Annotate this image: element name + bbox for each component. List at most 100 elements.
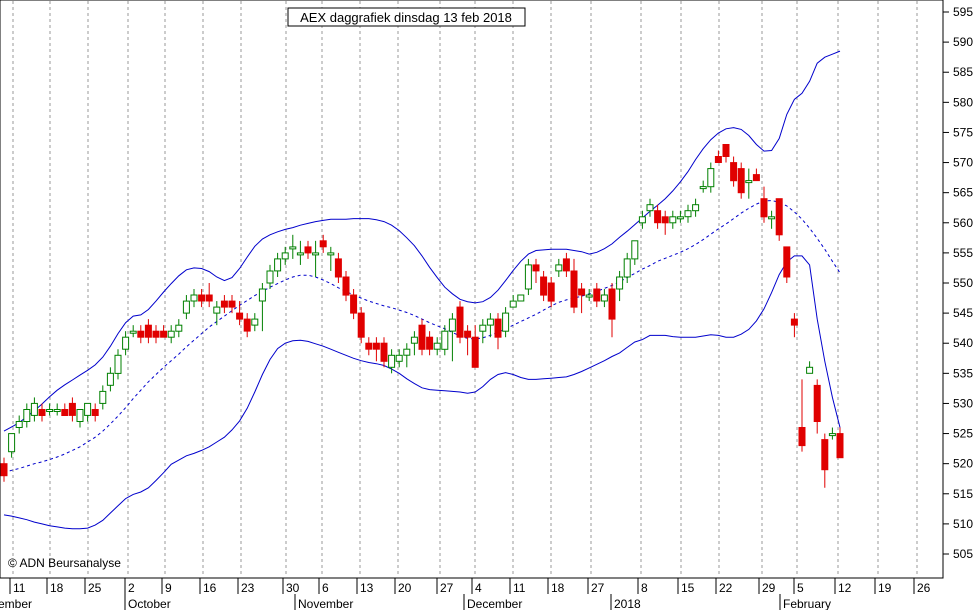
- candle: [790, 313, 798, 338]
- y-tick-label: 530: [953, 396, 973, 410]
- candle: [395, 349, 403, 368]
- candle: [175, 319, 183, 338]
- candle: [737, 162, 745, 199]
- y-tick-label: 535: [953, 366, 973, 380]
- candle: [616, 270, 624, 302]
- x-tick-label: 20: [398, 581, 412, 595]
- mid-band-line: [3, 199, 841, 474]
- candle: [730, 156, 738, 187]
- y-tick-label: 520: [953, 457, 973, 471]
- candle: [555, 258, 563, 277]
- x-tick-label: 6: [322, 581, 329, 595]
- candle: [646, 198, 654, 217]
- candle: [836, 427, 844, 459]
- y-tick-label: 545: [953, 306, 973, 320]
- y-tick-label: 590: [953, 35, 973, 49]
- candle: [289, 234, 297, 259]
- candle: [152, 325, 160, 344]
- x-tick-label: 29: [762, 581, 776, 595]
- candle: [464, 325, 472, 356]
- chart-title-box: AEX daggrafiek dinsdag 13 feb 2018: [287, 7, 526, 27]
- y-tick-label: 515: [953, 487, 973, 501]
- x-tick-label: 11: [513, 581, 526, 595]
- candle: [699, 180, 707, 193]
- x-tick-label: 9: [165, 581, 172, 595]
- x-tick-label: 27: [440, 581, 454, 595]
- candle: [532, 258, 540, 283]
- candle: [114, 349, 122, 380]
- candle: [106, 367, 114, 392]
- candle: [524, 258, 532, 296]
- candle: [426, 331, 434, 356]
- candle: [608, 283, 616, 338]
- x-tick-label: 2: [128, 581, 135, 595]
- candle: [638, 210, 646, 229]
- x-tick-label: 18: [551, 581, 565, 595]
- candle: [456, 301, 464, 344]
- x-tick-label: 25: [88, 581, 102, 595]
- candle: [806, 361, 814, 374]
- y-tick-label: 525: [953, 427, 973, 441]
- candle: [714, 150, 722, 163]
- candle: [631, 240, 639, 265]
- candle: [707, 162, 715, 193]
- candle: [692, 198, 700, 217]
- candle: [129, 325, 137, 338]
- candle: [433, 337, 441, 356]
- candle: [190, 289, 198, 308]
- candle: [486, 313, 494, 338]
- candle: [53, 403, 61, 416]
- x-tick-label: 16: [203, 581, 217, 595]
- candle: [205, 283, 213, 308]
- candle: [821, 433, 829, 488]
- candle: [479, 319, 487, 344]
- x-tick-label: 13: [360, 581, 374, 595]
- candle: [540, 270, 548, 302]
- candle: [676, 210, 684, 223]
- month-label: October: [128, 597, 171, 610]
- candle: [198, 289, 206, 308]
- month-label: ember: [0, 597, 32, 610]
- candle: [68, 397, 76, 422]
- candle: [578, 283, 586, 314]
- candle: [99, 385, 107, 410]
- y-tick-label: 540: [953, 336, 973, 350]
- x-tick-label: 22: [719, 581, 733, 595]
- candle: [182, 295, 190, 320]
- lower-band-line: [3, 255, 841, 530]
- candle: [38, 403, 46, 422]
- candle: [623, 252, 631, 283]
- candle: [23, 403, 31, 428]
- y-tick-label: 575: [953, 125, 973, 139]
- candle: [593, 283, 601, 308]
- candle: [410, 331, 418, 356]
- y-tick-label: 585: [953, 65, 973, 79]
- candle: [600, 289, 608, 308]
- candle: [296, 240, 304, 265]
- candle: [46, 403, 54, 416]
- candle: [722, 144, 730, 163]
- candle: [365, 337, 373, 356]
- candle: [585, 289, 593, 302]
- candle: [243, 313, 251, 338]
- candle: [76, 409, 84, 428]
- candle: [562, 252, 570, 277]
- x-tick-label: 26: [917, 581, 931, 595]
- candle: [167, 325, 175, 344]
- candle: [813, 379, 821, 434]
- copyright-label: © ADN Beursanalyse: [8, 556, 121, 570]
- candles: [0, 144, 844, 488]
- candle: [745, 168, 753, 199]
- candle: [334, 252, 342, 283]
- candle: [304, 240, 312, 259]
- y-tick-label: 505: [953, 547, 973, 561]
- candle: [418, 319, 426, 356]
- x-tick-label: 5: [797, 581, 804, 595]
- candle: [661, 210, 669, 235]
- x-tick-label: 18: [50, 581, 64, 595]
- candle: [403, 343, 411, 368]
- x-tick-label: 4: [475, 581, 482, 595]
- candle: [213, 301, 221, 326]
- x-tick-label: 15: [681, 581, 695, 595]
- candle: [0, 457, 8, 482]
